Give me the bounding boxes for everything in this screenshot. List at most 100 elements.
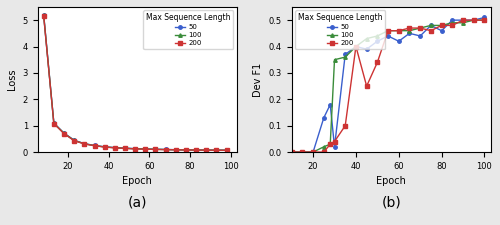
Line: 100: 100: [290, 18, 486, 154]
50: [214, 149, 220, 151]
100: [214, 149, 220, 151]
200: [51, 122, 57, 125]
50: [183, 148, 189, 151]
200: [183, 149, 189, 151]
100: [71, 139, 77, 142]
200: [460, 19, 466, 22]
200: [321, 151, 327, 153]
50: [112, 146, 118, 149]
50: [122, 147, 128, 149]
100: [310, 151, 316, 153]
50: [450, 19, 456, 22]
100: [162, 148, 168, 151]
200: [122, 147, 128, 150]
100: [61, 132, 67, 135]
50: [40, 14, 46, 16]
100: [374, 35, 380, 37]
Line: 200: 200: [290, 18, 486, 154]
200: [353, 45, 359, 48]
200: [102, 146, 107, 148]
50: [364, 48, 370, 51]
50: [152, 148, 158, 151]
200: [92, 144, 98, 147]
200: [482, 19, 488, 22]
100: [173, 148, 179, 151]
50: [321, 116, 327, 119]
50: [61, 132, 67, 134]
50: [173, 148, 179, 151]
50: [332, 145, 338, 148]
100: [224, 149, 230, 152]
100: [385, 29, 391, 32]
50: [396, 40, 402, 43]
200: [40, 15, 46, 18]
100: [51, 122, 57, 125]
200: [224, 149, 230, 152]
100: [327, 143, 333, 146]
100: [132, 147, 138, 150]
100: [300, 151, 306, 153]
100: [482, 19, 488, 22]
100: [204, 149, 210, 151]
200: [438, 24, 444, 27]
50: [132, 147, 138, 150]
50: [288, 151, 294, 153]
200: [71, 139, 77, 142]
100: [450, 21, 456, 24]
100: [40, 14, 46, 17]
200: [396, 29, 402, 32]
Line: 200: 200: [42, 14, 228, 152]
50: [162, 148, 168, 151]
200: [374, 61, 380, 64]
100: [353, 45, 359, 48]
200: [385, 29, 391, 32]
200: [450, 24, 456, 27]
200: [214, 149, 220, 152]
200: [61, 132, 67, 135]
200: [327, 143, 333, 146]
50: [327, 103, 333, 106]
200: [300, 151, 306, 153]
100: [122, 147, 128, 150]
200: [417, 27, 423, 29]
Line: 50: 50: [42, 13, 228, 152]
100: [406, 29, 412, 32]
50: [428, 24, 434, 27]
200: [406, 27, 412, 29]
Line: 50: 50: [290, 16, 486, 154]
Legend: 50, 100, 200: 50, 100, 200: [295, 10, 385, 49]
200: [173, 148, 179, 151]
100: [112, 146, 118, 149]
200: [470, 19, 476, 22]
100: [193, 149, 199, 151]
100: [142, 148, 148, 150]
50: [374, 40, 380, 43]
50: [92, 144, 98, 147]
50: [385, 35, 391, 37]
X-axis label: Epoch: Epoch: [376, 176, 406, 186]
100: [438, 24, 444, 27]
50: [142, 148, 148, 150]
50: [51, 122, 57, 124]
200: [142, 148, 148, 151]
200: [132, 148, 138, 150]
Text: (a): (a): [128, 196, 147, 210]
200: [310, 151, 316, 153]
50: [438, 29, 444, 32]
50: [342, 53, 348, 56]
200: [162, 148, 168, 151]
100: [288, 151, 294, 153]
50: [353, 45, 359, 48]
50: [406, 32, 412, 35]
50: [193, 149, 199, 151]
100: [102, 146, 107, 148]
50: [482, 16, 488, 19]
100: [321, 145, 327, 148]
200: [342, 124, 348, 127]
Legend: 50, 100, 200: 50, 100, 200: [144, 10, 234, 49]
50: [71, 139, 77, 142]
50: [102, 145, 107, 148]
Text: (b): (b): [382, 196, 401, 210]
Y-axis label: Dev F1: Dev F1: [253, 62, 263, 97]
50: [470, 19, 476, 22]
